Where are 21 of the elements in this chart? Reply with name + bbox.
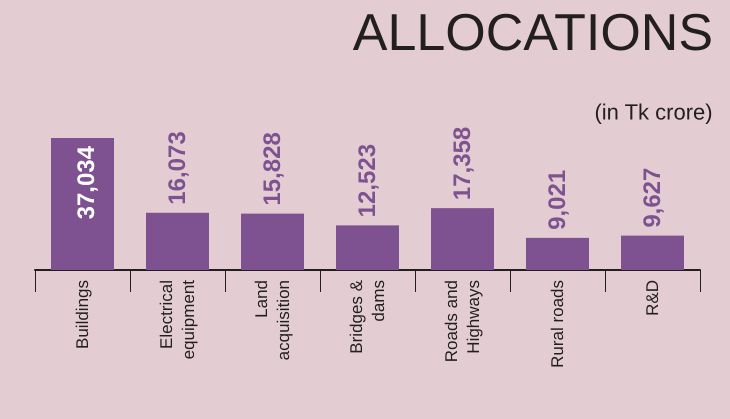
chart-subtitle: (in Tk crore)	[594, 100, 713, 124]
x-tick-label: R&D	[643, 280, 662, 316]
bar	[51, 138, 114, 270]
x-tick-label: Bridges & dams	[347, 279, 388, 354]
data-label: 15,828	[259, 132, 286, 206]
bar	[146, 212, 209, 270]
x-tick-label: Buildings	[73, 280, 92, 349]
data-label: 17,358	[449, 126, 476, 200]
chart-title: ALLOCATIONS	[352, 4, 714, 62]
data-label: 12,523	[354, 144, 381, 218]
bar	[241, 214, 304, 270]
bar	[431, 208, 494, 270]
data-label: 9,021	[544, 170, 571, 230]
x-tick-label: Rural roads	[548, 280, 567, 368]
data-label: 9,627	[639, 168, 666, 228]
data-label: 16,073	[164, 131, 191, 205]
x-tick-label: Electrical equipment	[157, 280, 198, 360]
bar	[621, 236, 684, 270]
bar	[526, 238, 589, 270]
bar	[336, 225, 399, 270]
data-label: 37,034	[73, 145, 100, 220]
